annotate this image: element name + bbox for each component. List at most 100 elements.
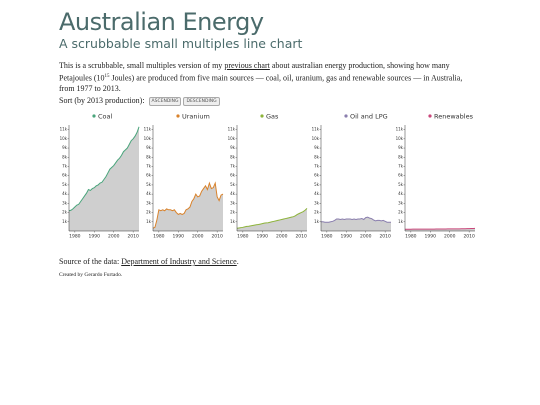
source: Source of the data: Department of Indust… — [59, 257, 479, 268]
y-tick-label: 1k — [62, 219, 68, 224]
x-tick-label: 2010 — [379, 234, 391, 240]
y-tick-label: 3k — [314, 200, 320, 205]
x-tick-label: 2010 — [211, 234, 223, 240]
y-tick-label: 2k — [146, 210, 152, 215]
y-tick-label: 4k — [146, 191, 152, 196]
legend-dot — [344, 114, 348, 118]
intro-text: Joules) are produced from five main sour… — [59, 73, 463, 93]
x-tick-label: 2010 — [127, 234, 139, 240]
y-tick-label: 5k — [314, 182, 320, 187]
x-tick-label: 1980 — [237, 234, 249, 240]
y-tick-label: 7k — [398, 163, 404, 168]
y-tick-label: 9k — [314, 145, 320, 150]
y-tick-label: 10k — [60, 136, 68, 141]
legend-dot — [428, 114, 432, 118]
y-tick-label: 11k — [312, 127, 320, 132]
x-tick-label: 2000 — [276, 234, 288, 240]
x-tick-label: 2010 — [295, 234, 307, 240]
y-tick-label: 10k — [396, 136, 404, 141]
legend-label: Renewables — [434, 113, 474, 121]
y-tick-label: 6k — [398, 173, 404, 178]
legend-dot — [176, 114, 180, 118]
area — [153, 183, 223, 231]
sort-button[interactable]: DESCENDING — [183, 96, 220, 106]
y-tick-label: 11k — [144, 127, 152, 132]
y-tick-label: 1k — [314, 219, 320, 224]
y-tick-label: 10k — [144, 136, 152, 141]
y-tick-label: 6k — [62, 173, 68, 178]
superscript: 15 — [104, 73, 110, 79]
y-tick-label: 7k — [230, 163, 236, 168]
y-tick-label: 3k — [146, 200, 152, 205]
line — [236, 208, 308, 229]
y-tick-label: 11k — [228, 127, 236, 132]
y-tick-label: 7k — [314, 163, 320, 168]
sort-button[interactable]: ASCENDING — [148, 96, 182, 106]
y-tick-label: 4k — [314, 191, 320, 196]
y-tick-label: 2k — [62, 210, 68, 215]
x-tick-label: 1980 — [69, 234, 81, 240]
y-tick-label: 4k — [398, 191, 404, 196]
subtitle: A scrubbable small multiples line chart — [59, 36, 303, 51]
y-tick-label: 9k — [146, 145, 152, 150]
y-tick-label: 2k — [230, 210, 236, 215]
legend-dot — [260, 114, 264, 118]
credit: Created by Gerardo Furtado. — [59, 272, 123, 278]
x-tick-label: 2000 — [444, 234, 456, 240]
intro: This is a scrubbable, small multiples ve… — [59, 61, 479, 94]
x-tick-label: 1980 — [405, 234, 417, 240]
y-tick-label: 2k — [398, 210, 404, 215]
y-tick-label: 5k — [62, 182, 68, 187]
y-tick-label: 5k — [146, 182, 152, 187]
x-tick-label: 1980 — [153, 234, 165, 240]
y-tick-label: 9k — [398, 145, 404, 150]
legend-label: Uranium — [182, 113, 210, 121]
y-tick-label: 8k — [146, 154, 152, 159]
area — [321, 217, 391, 231]
y-tick-label: 9k — [62, 145, 68, 150]
title: Australian Energy — [59, 8, 264, 36]
line — [321, 216, 391, 223]
legend-label: Gas — [266, 113, 279, 121]
legend-dot — [92, 114, 96, 118]
y-tick-label: 1k — [398, 219, 404, 224]
y-tick-label: 4k — [62, 191, 68, 196]
y-tick-label: 8k — [398, 154, 404, 159]
y-tick-label: 2k — [314, 210, 320, 215]
area — [69, 126, 139, 231]
y-tick-label: 4k — [230, 191, 236, 196]
y-tick-label: 11k — [396, 127, 404, 132]
line — [68, 126, 140, 212]
x-tick-label: 1980 — [321, 234, 333, 240]
x-tick-label: 1990 — [425, 234, 437, 240]
y-tick-label: 6k — [314, 173, 320, 178]
sort-label: Sort (by 2013 production): — [59, 96, 145, 105]
y-tick-label: 10k — [228, 136, 236, 141]
y-tick-label: 3k — [230, 200, 236, 205]
x-tick-label: 1990 — [341, 234, 353, 240]
area — [237, 208, 307, 231]
line — [152, 181, 224, 229]
sort: Sort (by 2013 production): ASCENDING DESC… — [59, 96, 479, 107]
legend-label: Coal — [98, 113, 112, 121]
link[interactable]: Department of Industry and Science — [121, 257, 237, 266]
x-tick-label: 2010 — [463, 234, 475, 240]
y-tick-label: 8k — [314, 154, 320, 159]
y-tick-label: 8k — [230, 154, 236, 159]
source-text: Source of the data: — [59, 257, 122, 266]
x-tick-label: 1990 — [89, 234, 101, 240]
y-tick-label: 1k — [146, 219, 152, 224]
intro-text: This is a scrubbable, small multiples ve… — [59, 61, 225, 70]
x-tick-label: 2000 — [108, 234, 120, 240]
y-tick-label: 3k — [62, 200, 68, 205]
line — [405, 227, 476, 230]
link[interactable]: previous chart — [224, 61, 270, 70]
source-text: . — [236, 257, 239, 266]
y-tick-label: 3k — [398, 200, 404, 205]
x-tick-label: 2000 — [192, 234, 204, 240]
y-tick-label: 5k — [398, 182, 404, 187]
y-tick-label: 10k — [312, 136, 320, 141]
y-tick-label: 6k — [146, 173, 152, 178]
intro-text: about australian energy production, show… — [59, 61, 450, 83]
